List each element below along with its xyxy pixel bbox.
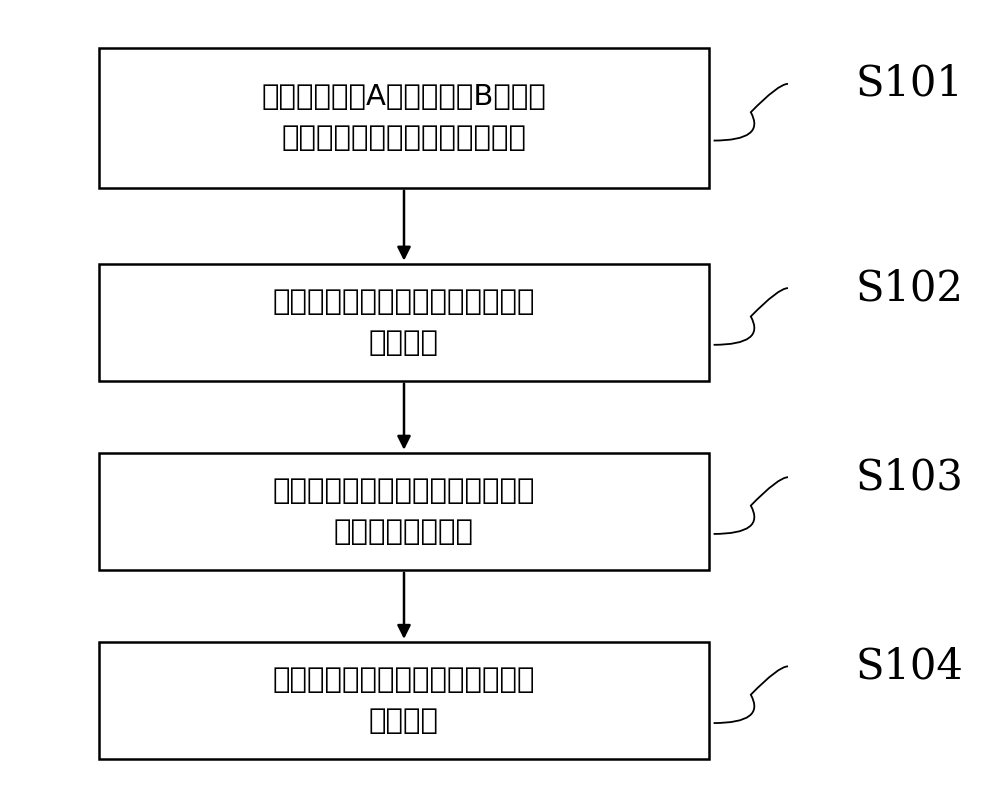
- Text: S102: S102: [855, 267, 963, 309]
- Text: 将相同重量的A组份硅胶和B组份硅
胶混合搅拌均匀以得到混合胶液: 将相同重量的A组份硅胶和B组份硅 胶混合搅拌均匀以得到混合胶液: [262, 84, 546, 153]
- FancyBboxPatch shape: [99, 452, 709, 570]
- Text: 将所述混合胶液通过真空系统进行
真空脱泡: 将所述混合胶液通过真空系统进行 真空脱泡: [273, 288, 535, 357]
- FancyBboxPatch shape: [99, 263, 709, 381]
- Text: 将灌封后的所述线路板通过中高温
固化成型: 将灌封后的所述线路板通过中高温 固化成型: [273, 666, 535, 735]
- Text: S101: S101: [855, 63, 963, 105]
- FancyBboxPatch shape: [99, 641, 709, 759]
- Text: S103: S103: [855, 456, 963, 498]
- Text: 将脱泡后的所述混合胶液对起爆装
置线路板进行灌封: 将脱泡后的所述混合胶液对起爆装 置线路板进行灌封: [273, 477, 535, 546]
- FancyBboxPatch shape: [99, 48, 709, 188]
- Text: S104: S104: [855, 645, 963, 687]
